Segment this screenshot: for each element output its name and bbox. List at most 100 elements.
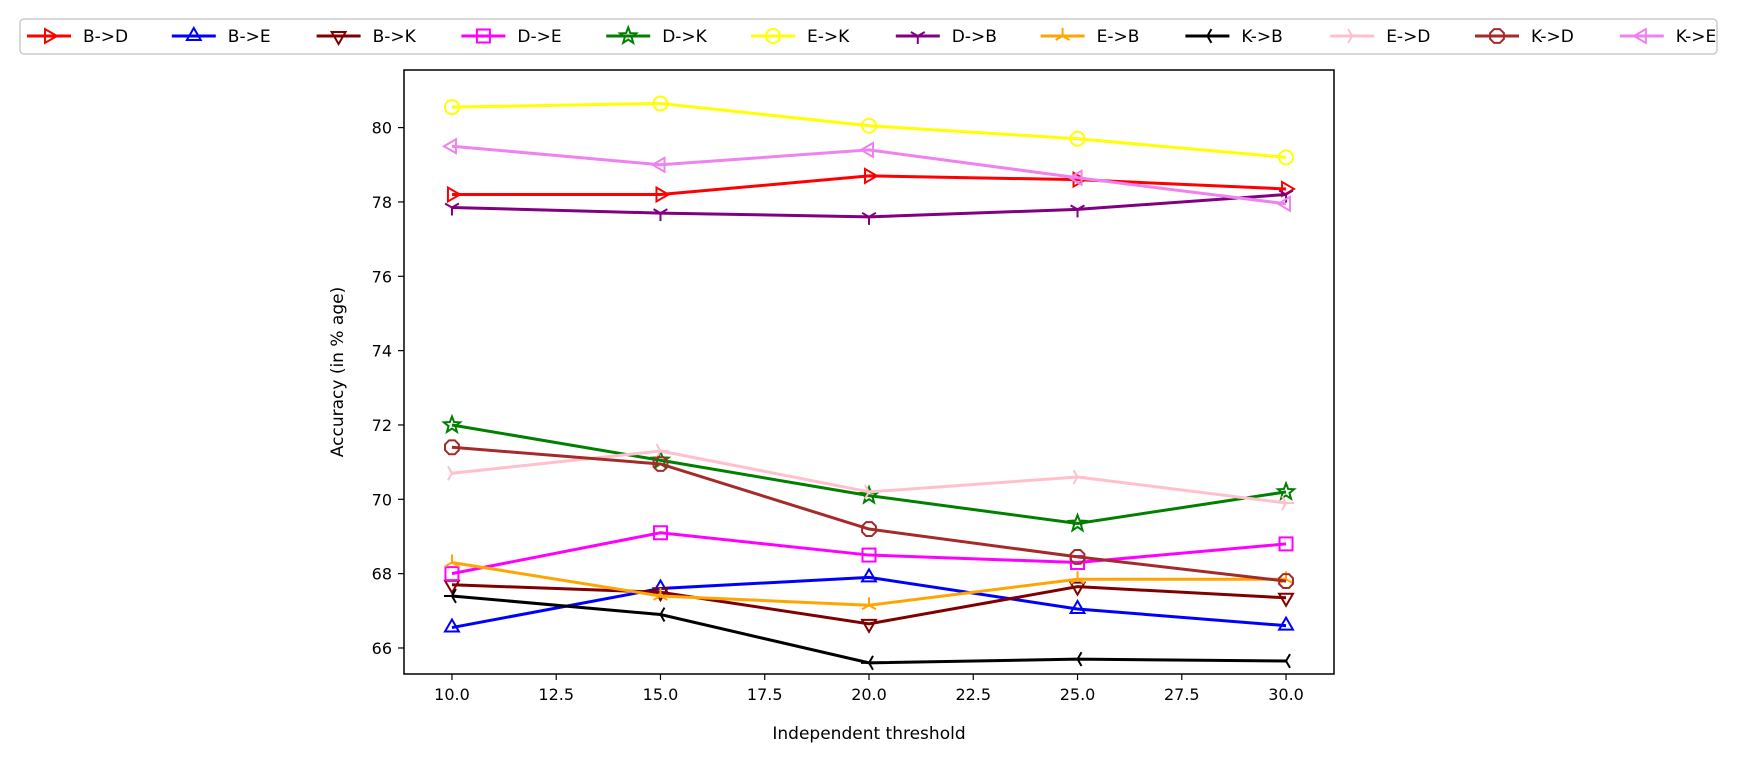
legend-item: E->K <box>751 27 850 47</box>
series-line <box>451 575 1287 630</box>
series-line <box>451 423 1287 525</box>
legend-label: K->E <box>1676 27 1716 47</box>
legend-marker <box>1055 28 1071 41</box>
data-point <box>1278 149 1295 166</box>
data-point <box>1072 469 1086 485</box>
series-line <box>451 144 1287 206</box>
legend-marker <box>475 28 491 44</box>
data-point <box>859 141 874 159</box>
data-point <box>1066 512 1089 533</box>
axes-frame <box>403 69 1335 675</box>
legend-marker <box>1199 28 1213 44</box>
data-point <box>1069 130 1086 147</box>
legend-label: D->E <box>517 27 561 47</box>
legend-label: E->K <box>807 27 850 47</box>
data-point <box>864 484 877 500</box>
legend: B->D B->E B->K D->E D->K E->K D->B E->B K->B E->D… <box>19 18 1718 55</box>
y-axis: 66 68 70 72 74 76 78 80 <box>372 119 404 658</box>
x-tick-label: 20.0 <box>851 685 887 704</box>
legend-marker <box>185 26 203 41</box>
series-line <box>451 531 1287 576</box>
data-point <box>653 587 668 601</box>
legend-item: D->K <box>606 24 708 47</box>
x-axis-label: Independent threshold <box>772 724 965 744</box>
legend-marker <box>1631 27 1647 45</box>
data-point <box>443 617 461 633</box>
data-point <box>443 588 457 604</box>
legend-item: D->E <box>461 27 562 47</box>
legend-item: B->D <box>27 27 128 47</box>
legend-box <box>19 18 1718 55</box>
y-tick-label: 68 <box>372 565 392 584</box>
legend-item: E->B <box>1040 27 1140 47</box>
series-e-to-b <box>444 554 1294 611</box>
series-e-to-k <box>443 95 1295 166</box>
legend-item: K->E <box>1619 27 1716 47</box>
series-layer <box>441 95 1297 671</box>
data-point <box>1278 653 1291 669</box>
y-axis-label: Accuracy (in % age) <box>328 287 348 457</box>
data-point <box>861 597 877 611</box>
y-tick-label: 72 <box>372 416 392 435</box>
data-point <box>650 156 666 174</box>
data-point <box>1275 480 1297 502</box>
data-point <box>446 185 462 204</box>
data-point <box>1069 548 1086 565</box>
y-tick-label: 74 <box>372 342 392 361</box>
legend-marker <box>617 24 639 46</box>
data-point <box>1067 169 1083 187</box>
data-point <box>1070 204 1085 218</box>
y-tick-label: 80 <box>372 119 392 138</box>
data-point <box>444 554 460 568</box>
data-point <box>860 567 878 583</box>
series-line <box>451 445 1287 583</box>
series-line <box>451 101 1287 159</box>
series-k-to-e <box>441 137 1292 213</box>
legend-item: K->D <box>1475 27 1574 47</box>
legend-marker <box>44 27 59 45</box>
data-point <box>860 618 878 634</box>
x-tick-label: 22.5 <box>955 685 991 704</box>
data-point <box>655 185 671 204</box>
data-point <box>1277 592 1295 608</box>
x-tick-label: 12.5 <box>538 685 574 704</box>
legend-marker <box>1347 28 1361 44</box>
data-point <box>864 167 880 185</box>
legend-marker <box>1489 28 1505 44</box>
data-point <box>653 208 668 222</box>
data-point <box>652 456 669 472</box>
data-point <box>441 137 457 155</box>
data-point <box>444 439 460 456</box>
series-line <box>451 583 1287 626</box>
data-point <box>447 465 460 481</box>
data-point <box>652 607 666 622</box>
x-tick-label: 25.0 <box>1060 685 1096 704</box>
data-point <box>1281 495 1295 511</box>
x-tick-label: 30.0 <box>1268 685 1304 704</box>
data-point <box>861 655 874 671</box>
data-point <box>444 202 460 216</box>
legend-item: D->B <box>895 27 997 47</box>
series-k-to-d <box>444 439 1294 590</box>
data-point <box>861 547 877 563</box>
data-point <box>443 99 460 116</box>
legend-label: E->D <box>1386 27 1430 47</box>
x-tick-label: 10.0 <box>434 685 470 704</box>
data-point <box>1276 195 1292 213</box>
legend-label: B->E <box>228 27 271 47</box>
data-point <box>1278 573 1294 590</box>
data-point <box>1068 581 1087 597</box>
x-axis: 10.0 12.5 15.0 17.5 20.0 22.5 25.0 27.5 30.0 <box>434 674 1304 704</box>
y-tick-label: 70 <box>372 490 392 509</box>
data-point <box>861 117 877 134</box>
data-point <box>1069 651 1083 667</box>
legend-item: E->D <box>1330 27 1430 47</box>
legend-label: E->B <box>1097 27 1140 47</box>
x-tick-label: 17.5 <box>747 685 783 704</box>
legend-label: B->D <box>83 27 128 47</box>
legend-item: K->B <box>1185 27 1283 47</box>
data-point <box>1068 598 1087 614</box>
x-tick-label: 15.0 <box>643 685 679 704</box>
y-tick-label: 66 <box>372 639 392 658</box>
data-point <box>444 566 460 582</box>
